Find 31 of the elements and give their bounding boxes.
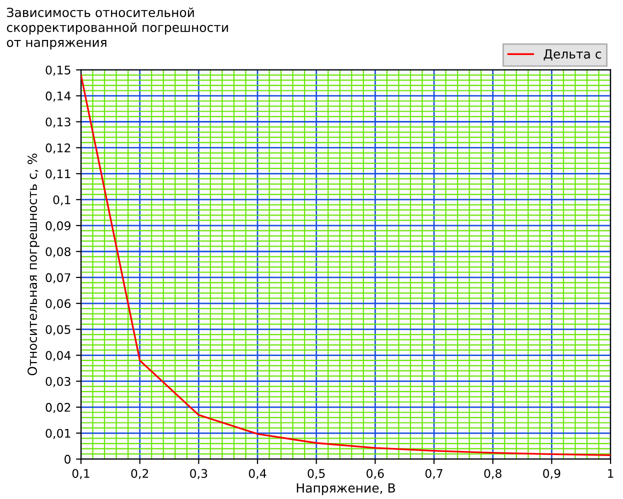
y-tick-label: 0,12 xyxy=(46,143,70,154)
x-tick-label: 0,7 xyxy=(425,469,442,480)
chart-title: Зависимость относительной скорректированной погрешности от напряжения xyxy=(6,8,228,50)
y-tick-label: 0,1 xyxy=(53,195,70,206)
y-tick-label: 0,09 xyxy=(46,221,70,232)
x-tick-label: 0,2 xyxy=(131,469,148,480)
legend-label: Дельта с xyxy=(544,49,602,60)
y-tick-label: 0 xyxy=(64,454,70,464)
x-tick-label: 0,3 xyxy=(190,469,208,480)
x-tick-label: 0,8 xyxy=(484,469,502,480)
x-tick-label: 0,9 xyxy=(543,469,560,480)
y-tick-label: 0,07 xyxy=(46,273,70,284)
y-tick-label: 0,03 xyxy=(46,376,70,388)
y-tick-label: 0,15 xyxy=(46,66,70,76)
y-tick-label: 0,04 xyxy=(46,351,71,362)
y-tick-label: 0,06 xyxy=(46,299,71,310)
y-tick-label: 0,13 xyxy=(46,117,70,128)
y-tick-label: 0,08 xyxy=(46,247,70,258)
x-tick-label: 0,1 xyxy=(72,469,90,480)
y-tick-label: 0,05 xyxy=(46,325,70,336)
x-axis-title: Напряжение, В xyxy=(296,483,395,496)
x-tick-label: 1 xyxy=(608,469,614,478)
y-tick-label: 0,11 xyxy=(46,169,70,180)
y-tick-label: 0,01 xyxy=(46,428,70,439)
x-tick-label: 0,4 xyxy=(248,469,266,480)
x-tick-label: 0,6 xyxy=(366,469,384,480)
y-tick-label: 0,14 xyxy=(46,92,71,102)
line-series xyxy=(80,74,611,456)
x-tick-label: 0,5 xyxy=(308,469,325,480)
y-axis-title: Относительная погрешность с, % xyxy=(28,154,40,376)
y-tick-label: 0,02 xyxy=(46,402,70,414)
